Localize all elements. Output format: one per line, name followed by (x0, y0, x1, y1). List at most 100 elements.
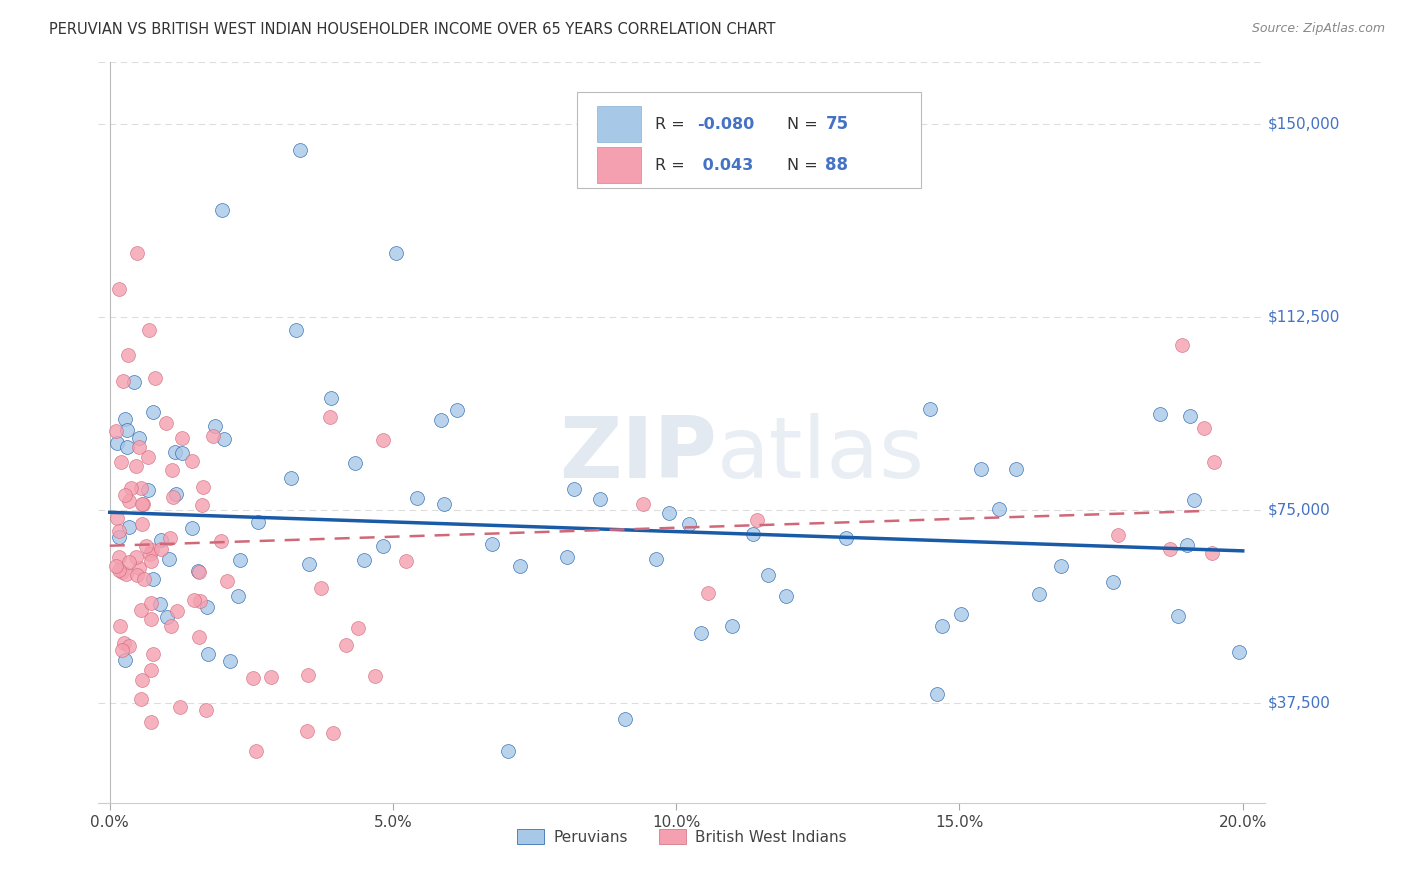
Point (321, 391, 343, 405)
Legend: Peruvians, British West Indians: Peruvians, British West Indians (510, 822, 853, 851)
FancyBboxPatch shape (596, 106, 641, 142)
Point (742, 527, 765, 541)
Text: atlas: atlas (717, 413, 925, 496)
Point (139, 612, 162, 626)
Point (229, 553, 252, 567)
Point (193, 480, 215, 494)
Text: $37,500: $37,500 (1268, 695, 1330, 710)
Point (197, 647, 219, 661)
Point (658, 506, 681, 520)
Text: -0.080: -0.080 (697, 117, 755, 132)
Point (385, 245, 408, 260)
Point (181, 454, 204, 468)
Point (181, 520, 204, 534)
Point (191, 498, 214, 512)
Point (950, 607, 973, 621)
Point (1028, 587, 1050, 601)
Point (1192, 421, 1215, 435)
Point (309, 582, 332, 596)
Point (918, 401, 941, 416)
Text: R =: R = (655, 117, 690, 132)
Point (644, 552, 666, 566)
Point (589, 492, 612, 507)
Point (127, 568, 149, 582)
Point (111, 642, 134, 657)
Point (124, 375, 146, 389)
Point (319, 409, 342, 424)
Point (211, 203, 233, 218)
Point (197, 600, 219, 615)
Point (114, 567, 136, 582)
Point (1159, 541, 1181, 556)
Text: 75: 75 (825, 115, 849, 133)
Point (295, 723, 318, 738)
Point (371, 539, 394, 553)
Point (927, 687, 949, 701)
Point (120, 481, 142, 495)
Text: $75,000: $75,000 (1268, 502, 1330, 517)
Point (141, 543, 163, 558)
FancyBboxPatch shape (576, 92, 921, 188)
Point (188, 594, 211, 608)
Point (212, 432, 235, 446)
Point (371, 433, 394, 447)
Point (134, 572, 156, 586)
Point (105, 425, 128, 439)
Point (347, 621, 370, 635)
Point (139, 596, 162, 610)
Point (678, 516, 700, 531)
Point (155, 416, 177, 430)
Point (115, 440, 138, 454)
Point (1201, 546, 1223, 560)
Point (260, 670, 283, 684)
Point (172, 446, 194, 460)
Point (209, 534, 232, 549)
Point (118, 555, 141, 569)
Point (108, 524, 131, 538)
Point (129, 482, 152, 496)
Point (136, 450, 159, 464)
Point (834, 532, 856, 546)
Point (1049, 558, 1071, 573)
Point (188, 565, 211, 579)
Point (170, 431, 193, 445)
Text: N =: N = (787, 117, 823, 132)
Point (117, 349, 139, 363)
Point (1182, 493, 1205, 508)
Point (285, 323, 308, 337)
Point (125, 245, 148, 260)
Point (114, 488, 136, 502)
Text: PERUVIAN VS BRITISH WEST INDIAN HOUSEHOLDER INCOME OVER 65 YEARS CORRELATION CHA: PERUVIAN VS BRITISH WEST INDIAN HOUSEHOL… (49, 22, 776, 37)
Point (201, 429, 224, 443)
Point (969, 462, 991, 476)
Point (363, 669, 385, 683)
Point (125, 549, 148, 564)
Point (246, 515, 269, 529)
Point (112, 635, 135, 649)
Point (118, 494, 141, 508)
Point (108, 282, 131, 296)
Point (290, 143, 312, 157)
Point (335, 638, 357, 652)
Point (114, 653, 136, 667)
Text: $112,500: $112,500 (1268, 310, 1340, 325)
Point (557, 550, 579, 565)
Point (142, 572, 165, 586)
Point (395, 554, 418, 568)
Point (128, 440, 150, 454)
Point (160, 463, 183, 477)
Point (1227, 645, 1250, 659)
Point (169, 699, 191, 714)
Text: ZIP: ZIP (560, 413, 717, 496)
Point (1167, 609, 1189, 624)
Point (1102, 574, 1125, 589)
Point (117, 520, 139, 534)
Point (160, 619, 183, 633)
Point (775, 590, 797, 604)
Point (758, 568, 780, 582)
Point (139, 547, 162, 561)
Point (322, 725, 344, 739)
Point (745, 513, 768, 527)
Point (343, 456, 366, 470)
Point (115, 423, 138, 437)
